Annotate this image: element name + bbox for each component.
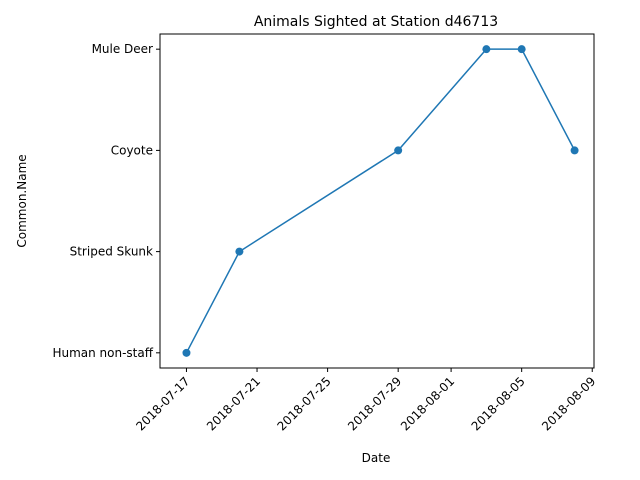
x-tick-label: 2018-08-09 xyxy=(539,374,598,433)
series-line xyxy=(185,48,576,354)
x-axis-label: Date xyxy=(362,451,391,465)
data-point xyxy=(570,146,579,155)
x-tick-label: 2018-08-05 xyxy=(469,374,528,433)
data-point xyxy=(235,247,244,256)
y-tick-label: Mule Deer xyxy=(92,42,153,56)
y-tick-label: Striped Skunk xyxy=(70,245,153,259)
x-tick-label: 2018-08-01 xyxy=(398,374,457,433)
plot-frame xyxy=(159,33,595,369)
x-axis: 2018-07-17 2018-07-21 2018-07-25 2018-07-29… xyxy=(133,368,598,433)
x-tick-label: 2018-07-21 xyxy=(204,374,263,433)
plot-area xyxy=(182,45,579,357)
data-point xyxy=(517,45,526,54)
x-tick-label: 2018-07-17 xyxy=(133,374,192,433)
x-tick-label: 2018-07-29 xyxy=(345,374,404,433)
x-tick-label: 2018-07-25 xyxy=(275,374,334,433)
y-tick-label: Coyote xyxy=(111,143,153,157)
data-point xyxy=(394,146,403,155)
y-axis: Human non-staff Striped Skunk Coyote Mule D… xyxy=(52,42,160,360)
y-axis-label: Common.Name xyxy=(15,154,29,247)
chart-title: Animals Sighted at Station d46713 xyxy=(254,14,498,30)
y-tick-label: Human non-staff xyxy=(52,346,153,360)
data-point xyxy=(182,348,191,357)
data-point xyxy=(482,45,491,54)
